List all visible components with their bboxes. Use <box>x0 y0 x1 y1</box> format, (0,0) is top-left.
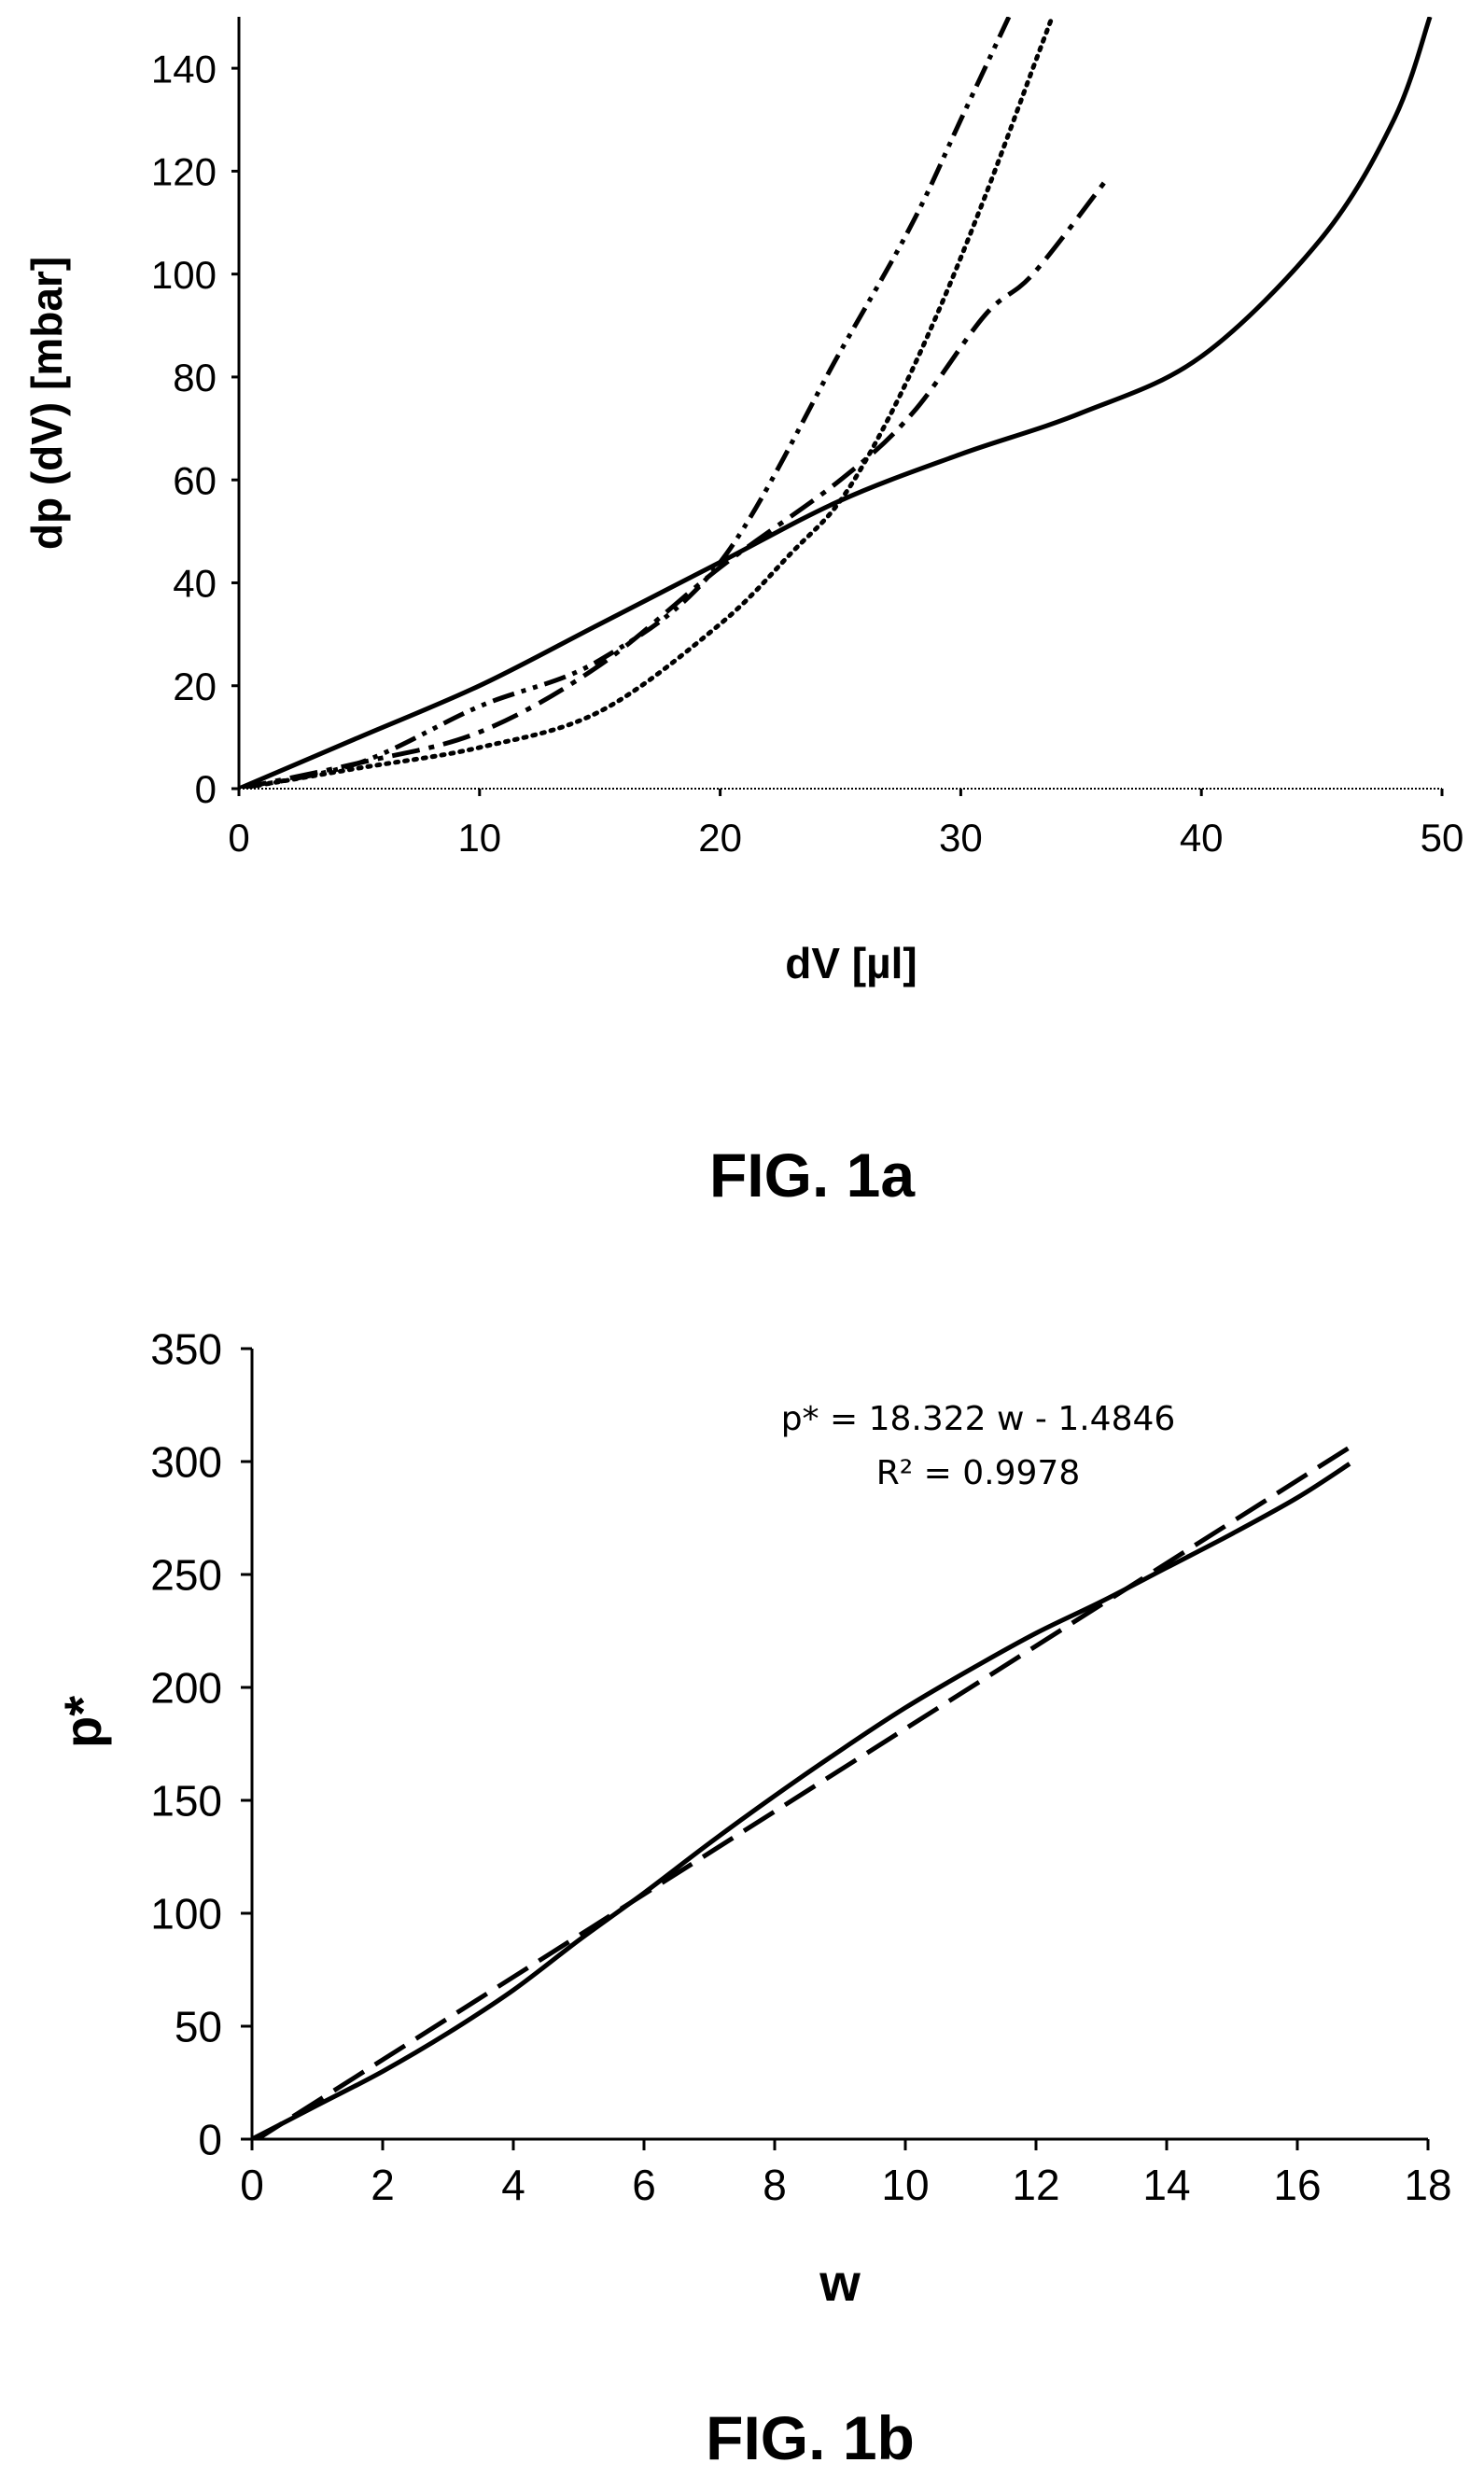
y-tick-label: 40 <box>173 562 217 606</box>
y-axis-label: dp (dV) [mbar] <box>22 257 71 550</box>
y-tick-label: 200 <box>150 1664 222 1713</box>
x-tick-label: 10 <box>457 816 501 860</box>
y-tick-label: 0 <box>198 2116 222 2164</box>
figure-caption: FIG. 1a <box>709 1141 916 1210</box>
y-tick-label: 150 <box>150 1777 222 1826</box>
x-tick-label: 8 <box>763 2161 787 2209</box>
y-tick-label: 350 <box>150 1325 222 1374</box>
y-tick-label: 120 <box>151 150 217 194</box>
x-tick-label: 18 <box>1404 2161 1451 2209</box>
chart-fig-1b: 0 50 100 150 200 250 300 350 0 2 4 6 8 10 12 14 16 18 p*… <box>53 1325 1452 2472</box>
y-tick-label: 100 <box>150 1890 222 1938</box>
y-tick-label: 250 <box>150 1551 222 1600</box>
x-tick-label: 12 <box>1012 2161 1059 2209</box>
series-line-solid <box>252 1462 1351 2139</box>
y-tick-label: 50 <box>175 2003 222 2051</box>
y-tick-label: 0 <box>195 767 217 811</box>
y-tick-label: 20 <box>173 665 217 708</box>
y-tick-label: 100 <box>151 253 217 297</box>
series-line-dash-dot <box>239 179 1108 789</box>
x-tick-label: 4 <box>501 2161 525 2209</box>
x-tick-label: 16 <box>1273 2161 1321 2209</box>
r-squared: R² = 0.9978 <box>876 1454 1080 1492</box>
figure-caption: FIG. 1b <box>706 2403 915 2472</box>
x-tick-label: 14 <box>1142 2161 1190 2209</box>
x-tick-label: 40 <box>1180 816 1224 860</box>
series-line-solid <box>239 17 1433 789</box>
chart-fig-1a: 0 20 40 60 80 100 120 140 0 10 20 30 40 50 dV [µl] d… <box>22 17 1463 1210</box>
x-axis-label: w <box>819 2253 861 2312</box>
x-tick-label: 0 <box>240 2161 264 2209</box>
x-tick-label: 10 <box>881 2161 929 2209</box>
x-tick-label: 0 <box>228 816 249 860</box>
x-axis-label: dV [µl] <box>785 939 917 987</box>
series-line-dashed <box>253 1445 1351 2139</box>
regression-equation: p* = 18.322 w - 1.4846 <box>781 1400 1176 1438</box>
x-tick-label: 20 <box>698 816 742 860</box>
series-line-dash-dot-dot <box>239 17 1012 789</box>
x-tick-label: 30 <box>939 816 983 860</box>
y-axis-label: p* <box>53 1696 112 1748</box>
y-tick-label: 60 <box>173 458 217 502</box>
series-line-dotted <box>239 17 1055 789</box>
y-tick-label: 140 <box>151 47 217 91</box>
y-tick-label: 80 <box>173 356 217 399</box>
y-tick-label: 300 <box>150 1438 222 1487</box>
x-tick-label: 6 <box>632 2161 656 2209</box>
x-tick-label: 50 <box>1421 816 1464 860</box>
x-tick-label: 2 <box>371 2161 395 2209</box>
